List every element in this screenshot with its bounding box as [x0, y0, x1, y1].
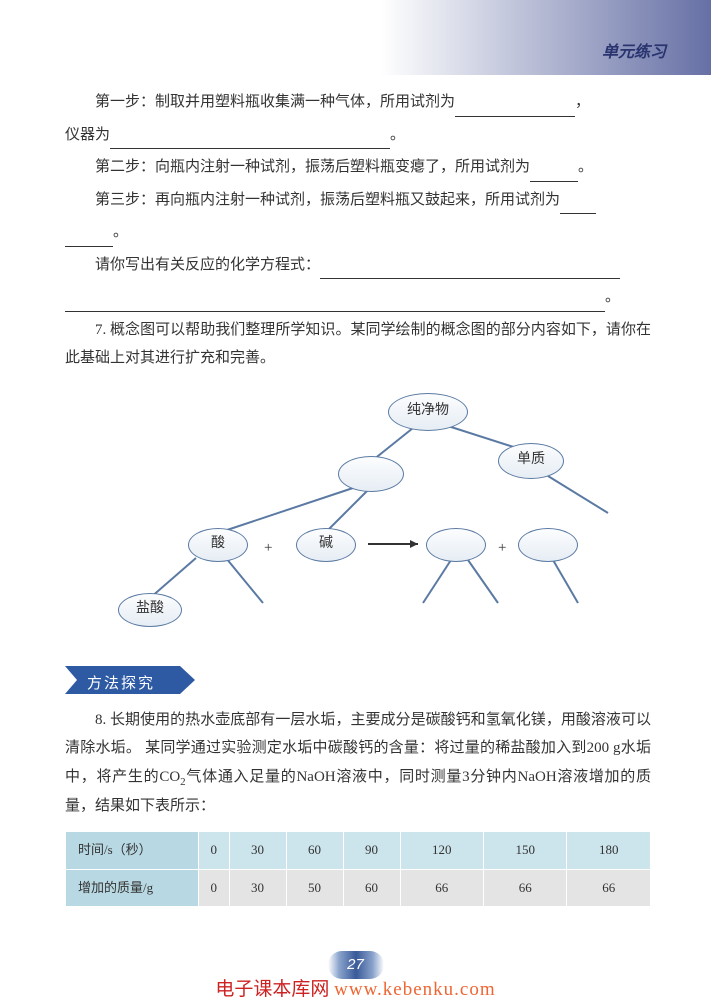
step3: 第三步：再向瓶内注射一种试剂，振荡后塑料瓶又鼓起来，所用试剂为 [65, 186, 651, 215]
punct: ， [575, 94, 590, 110]
blank[interactable] [65, 228, 113, 247]
cell: 180 [567, 831, 651, 869]
section-tab: 方法探究 [65, 666, 195, 694]
cell: 66 [484, 869, 567, 907]
concept-diagram: 纯净物单质酸 碱盐酸 + + [78, 388, 638, 638]
concept-node [518, 528, 578, 562]
punct: 。 [605, 289, 620, 305]
step1b: 仪器为 。 [65, 121, 651, 150]
concept-node: 盐酸 [118, 593, 182, 627]
blank[interactable] [530, 163, 578, 182]
cell: 60 [343, 869, 400, 907]
step3b: 。 [65, 218, 651, 247]
q8: 8. 长期使用的热水壶底部有一层水垢，主要成分是碳酸钙和氢氧化镁，用酸溶液可以清… [65, 706, 651, 821]
q7: 7. 概念图可以帮助我们整理所学知识。某同学绘制的概念图的部分内容如下，请你在此… [65, 316, 651, 373]
step2-text: 第二步：向瓶内注射一种试剂，振荡后塑料瓶变瘪了，所用试剂为 [95, 159, 530, 175]
cell: 60 [286, 831, 343, 869]
step1: 第一步：制取并用塑料瓶收集满一种气体，所用试剂为 ， [65, 88, 651, 117]
blank[interactable] [560, 195, 596, 214]
table-row: 时间/s（秒） 0 30 60 90 120 150 180 [66, 831, 651, 869]
header-title: 单元练习 [602, 38, 666, 62]
section-label: 方法探究 [87, 670, 155, 699]
punct: 。 [390, 127, 405, 143]
cell: 66 [400, 869, 483, 907]
watermark-text2: www.kebenku.com [334, 979, 496, 1000]
concept-node [338, 456, 404, 492]
cell: 90 [343, 831, 400, 869]
blank[interactable] [110, 130, 390, 149]
cell: 0 [199, 831, 230, 869]
eq-text: 请你写出有关反应的化学方程式： [95, 257, 320, 273]
concept-node: 酸 [188, 528, 248, 562]
concept-node: 纯净物 [388, 393, 468, 431]
watermark-text1: 电子课本库网 [215, 979, 334, 1000]
plus1: + [264, 534, 272, 563]
equation-line2: 。 [65, 283, 651, 312]
cell: 50 [286, 869, 343, 907]
watermark: 电子课本库网 www.kebenku.com [0, 974, 711, 1001]
step1-text: 第一步：制取并用塑料瓶收集满一种气体，所用试剂为 [95, 94, 455, 110]
blank[interactable] [455, 98, 575, 117]
blank[interactable] [320, 260, 620, 279]
equation-line: 请你写出有关反应的化学方程式： [65, 251, 651, 280]
plus2: + [498, 534, 506, 563]
cell: 120 [400, 831, 483, 869]
concept-node: 碱 [296, 528, 356, 562]
step3-text: 第三步：再向瓶内注射一种试剂，振荡后塑料瓶又鼓起来，所用试剂为 [95, 192, 560, 208]
punct: 。 [113, 224, 128, 240]
cell: 30 [229, 869, 286, 907]
concept-node: 单质 [498, 443, 564, 479]
punct: 。 [578, 159, 593, 175]
cell: 30 [229, 831, 286, 869]
cell: 增加的质量/g [66, 869, 199, 907]
cell: 66 [567, 869, 651, 907]
blank[interactable] [65, 293, 605, 312]
main-content: 第一步：制取并用塑料瓶收集满一种气体，所用试剂为， 仪器为。 第二步：向瓶内注射… [65, 88, 651, 907]
cell: 0 [199, 869, 230, 907]
step2: 第二步：向瓶内注射一种试剂，振荡后塑料瓶变瘪了，所用试剂为 。 [65, 153, 651, 182]
concept-node [426, 528, 486, 562]
cell: 150 [484, 831, 567, 869]
cell: 时间/s（秒） [66, 831, 199, 869]
data-table: 时间/s（秒） 0 30 60 90 120 150 180 增加的质量/g 0… [65, 831, 651, 907]
table-row: 增加的质量/g 0 30 50 60 66 66 66 [66, 869, 651, 907]
step1b-text: 仪器为 [65, 127, 110, 143]
page: 单元练习 第一步：制取并用塑料瓶收集满一种气体，所用试剂为， 仪器为。 第二步：… [0, 0, 711, 1005]
